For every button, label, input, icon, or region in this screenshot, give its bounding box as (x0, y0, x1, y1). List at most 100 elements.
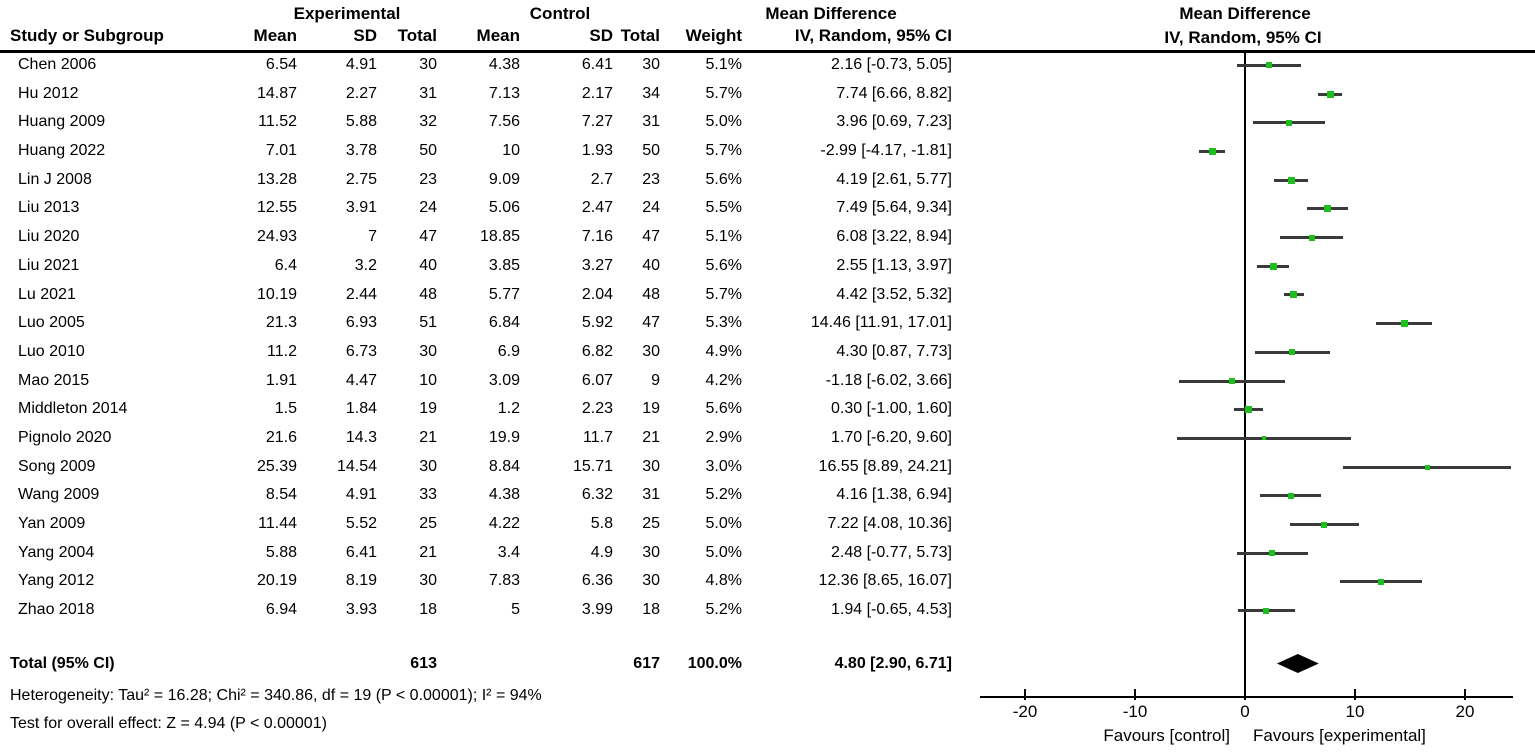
cell-exp_mean: 5.88 (265, 543, 297, 561)
cell-ctl_total: 30 (642, 572, 660, 590)
cell-exp_total: 21 (419, 543, 437, 561)
effect-marker (1287, 492, 1294, 499)
cell-ctl_total: 21 (642, 428, 660, 446)
axis-tick-label: 20 (1455, 702, 1475, 721)
cell-ctl_total: 30 (642, 457, 660, 475)
cell-ci_text: 7.49 [5.64, 9.34] (836, 199, 952, 217)
cell-ctl_sd: 5.8 (590, 515, 613, 532)
cell-exp_sd: 6.41 (345, 543, 377, 561)
cell-exp_sd: 6.93 (345, 314, 377, 332)
cell-exp_mean: 21.6 (265, 428, 297, 446)
cell-ci_text: 2.16 [-0.73, 5.05] (831, 56, 952, 73)
cell-weight: 5.1% (705, 56, 742, 73)
study-name: Pignolo 2020 (18, 428, 112, 446)
column-header: SD (353, 26, 377, 45)
table-row: Yang 2004 5.88 6.41 21 3.4 4.9 30 5.0% 2.48 [-0.… (0, 539, 952, 568)
cell-exp_mean: 20.19 (256, 572, 297, 590)
cell-exp_mean: 25.39 (256, 457, 297, 475)
effect-marker (1265, 62, 1272, 69)
cell-ctl_sd: 2.7 (590, 170, 613, 188)
cell-exp_total: 50 (419, 142, 437, 160)
cell-exp_total: 32 (419, 113, 437, 131)
cell-ctl_total: 50 (642, 142, 660, 160)
table-row: Huang 2009 11.52 5.88 32 7.56 7.27 31 5.0% 3.96 … (0, 108, 952, 137)
study-name: Lu 2021 (18, 285, 76, 303)
cell-ctl_total: 47 (642, 228, 660, 246)
effect-marker (1424, 464, 1430, 470)
effect-marker (1290, 291, 1298, 299)
axis-tick-label: 10 (1345, 702, 1365, 721)
cell-weight: 5.7% (705, 142, 742, 160)
cell-exp_total: 10 (419, 371, 437, 389)
cell-ctl_sd: 1.93 (581, 142, 613, 160)
study-name: Zhao 2018 (18, 601, 95, 619)
axis-tick (1464, 689, 1466, 700)
cell-ci_text: 1.70 [-6.20, 9.60] (831, 428, 952, 446)
cell-exp_sd: 14.54 (336, 457, 377, 475)
cell-exp_sd: 6.73 (345, 342, 377, 360)
cell-exp_sd: 7 (368, 228, 377, 246)
cell-weight: 4.8% (705, 572, 742, 590)
table-row: Lin J 2008 13.28 2.75 23 9.09 2.7 23 5.6% 4.19 [… (0, 166, 952, 195)
study-name: Liu 2013 (18, 199, 80, 217)
favours-experimental-label: Favours [experimental] (1253, 726, 1426, 745)
cell-weight: 5.0% (705, 515, 742, 532)
cell-ci_text: 3.96 [0.69, 7.23] (836, 113, 952, 131)
cell-exp_total: 30 (419, 342, 437, 360)
table-row: Liu 2013 12.55 3.91 24 5.06 2.47 24 5.5% 7.49 [5… (0, 194, 952, 223)
cell-weight: 4.9% (705, 342, 742, 360)
cell-ctl_total: 47 (642, 314, 660, 332)
cell-ctl_mean: 1.2 (497, 400, 520, 418)
cell-exp_total: 48 (419, 285, 437, 303)
cell-exp_sd: 4.47 (345, 371, 377, 389)
cell-ctl_sd: 4.9 (590, 543, 613, 561)
table-row: Liu 2020 24.93 7 47 18.85 7.16 47 5.1% 6.08 [3.2… (0, 223, 952, 252)
cell-weight: 5.3% (705, 314, 742, 332)
cell-exp_mean: 10.19 (256, 285, 297, 303)
overall-effect-test: Test for overall effect: Z = 4.94 (P < 0… (10, 715, 327, 732)
table-row: Zhao 2018 6.94 3.93 18 5 3.99 18 5.2% 1.94 [-0.6… (0, 596, 952, 625)
cell-weight: 4.2% (705, 371, 742, 389)
cell-exp_total: 21 (419, 428, 437, 446)
cell-exp_sd: 5.52 (345, 515, 377, 532)
cell-exp_mean: 6.94 (265, 601, 297, 619)
cell-ci_text: 7.74 [6.66, 8.82] (836, 84, 952, 102)
cell-weight: 5.6% (705, 256, 742, 274)
cell-ctl_total: 31 (642, 486, 660, 504)
header-mean-difference-right: Mean Difference (1179, 4, 1311, 23)
effect-marker (1261, 436, 1266, 441)
column-header: Total (620, 26, 660, 45)
cell-ci_text: 7.22 [4.08, 10.36] (827, 515, 952, 532)
cell-exp_mean: 13.28 (256, 170, 297, 188)
cell-ci_text: -1.18 [-6.02, 3.66] (825, 371, 952, 389)
total-row: Total (95% CI) 613 617 100.0% 4.80 [2.90… (0, 649, 952, 678)
column-header: IV, Random, 95% CI (794, 26, 952, 45)
effect-marker (1377, 578, 1384, 585)
cell-ctl_sd: 5.92 (581, 314, 613, 332)
effect-marker (1229, 378, 1236, 385)
favours-control-label: Favours [control] (1103, 726, 1230, 745)
cell-ctl_sd: 2.47 (581, 199, 613, 217)
effect-marker (1326, 90, 1334, 98)
table-row: Middleton 2014 1.5 1.84 19 1.2 2.23 19 5.6% 0.30… (0, 395, 952, 424)
axis-tick (1024, 689, 1026, 700)
cell-weight: 5.2% (705, 601, 742, 619)
cell-exp_mean: 8.54 (265, 486, 297, 504)
study-name: Hu 2012 (18, 84, 79, 102)
cell-weight: 5.7% (705, 285, 742, 303)
cell-ctl_total: 25 (642, 515, 660, 532)
study-name: Luo 2010 (18, 342, 85, 360)
table-row: Chen 2006 6.54 4.91 30 4.38 6.41 30 5.1% 2.16 [-… (0, 51, 952, 80)
cell-exp_total: 18 (419, 601, 437, 619)
cell-ci_text: 6.08 [3.22, 8.94] (836, 228, 952, 246)
study-table: Chen 2006 6.54 4.91 30 4.38 6.41 30 5.1% 2.16 [-… (0, 51, 952, 625)
cell-weight: 5.6% (705, 170, 742, 188)
column-header: Weight (685, 26, 742, 45)
cell-ctl_mean: 4.38 (488, 56, 520, 73)
cell-ctl_sd: 7.27 (581, 113, 613, 131)
table-row: Pignolo 2020 21.6 14.3 21 19.9 11.7 21 2.9% 1.70… (0, 424, 952, 453)
cell-ci_text: 4.42 [3.52, 5.32] (836, 285, 952, 303)
summary-diamond (1276, 654, 1319, 673)
cell-exp_sd: 3.78 (345, 142, 377, 160)
cell-exp_sd: 14.3 (345, 428, 377, 446)
